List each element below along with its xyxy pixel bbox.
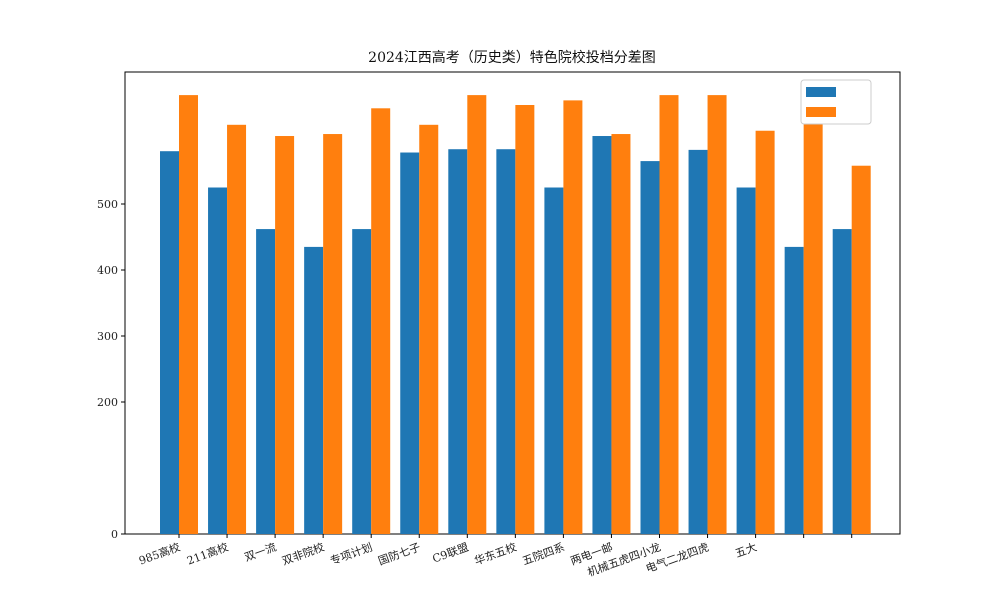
bar-series1-9 — [544, 187, 564, 534]
x-category-label: 专项计划 — [328, 540, 374, 568]
bar-series1-14 — [784, 246, 804, 534]
bar-series1-5 — [352, 229, 372, 534]
bar-series2-8 — [515, 105, 535, 534]
bar-series2-6 — [419, 124, 439, 535]
x-category-label: 双一流 — [242, 540, 278, 564]
bar-series1-3 — [256, 229, 276, 534]
bar-series2-3 — [275, 136, 295, 534]
y-tick-label: 500 — [97, 198, 118, 211]
legend — [800, 79, 872, 125]
bar-series2-14 — [803, 95, 823, 534]
x-category-label: C9联盟 — [431, 541, 471, 566]
bar-series1-7 — [448, 149, 468, 534]
bar-series2-9 — [563, 100, 583, 534]
bar-series2-12 — [707, 95, 727, 534]
chart-title: 2024江西高考（历史类）特色院校投档分差图 — [368, 49, 656, 66]
bar-series2-7 — [467, 95, 487, 534]
bar-series2-1 — [179, 95, 198, 534]
bar-series2-13 — [755, 130, 775, 535]
x-category-label: 双非院校 — [280, 540, 326, 568]
y-axis: 0 200 300 400 500 — [97, 198, 125, 541]
x-axis: 985高校 211高校 双一流 双非院校 专项计划 国防七子 C9联盟 华东五校 五院四系 两电一… — [137, 534, 853, 579]
legend-box — [800, 79, 872, 125]
x-category-label: 五大 — [733, 540, 758, 561]
legend-swatch-series1 — [806, 87, 836, 97]
bar-series1-15 — [832, 229, 852, 534]
legend-swatch-series2 — [806, 107, 836, 117]
bar-series2-5 — [371, 108, 391, 535]
bar-series2-10 — [611, 134, 631, 535]
bar-series1-8 — [496, 149, 516, 534]
y-tick-label: 300 — [97, 330, 118, 343]
bar-series2-15 — [851, 165, 871, 534]
bar-series1-10 — [592, 136, 612, 534]
x-category-label: 华东五校 — [472, 540, 518, 568]
y-tick-label: 0 — [111, 528, 118, 541]
bar-series1-11 — [640, 161, 660, 534]
y-tick-label: 400 — [97, 264, 118, 277]
bar-series1-4 — [304, 246, 324, 534]
x-category-label: 五院四系 — [520, 540, 566, 568]
bar-series2-11 — [659, 95, 679, 534]
bar-series1-6 — [400, 152, 420, 534]
x-category-label: 211高校 — [185, 540, 230, 568]
bar-series1-13 — [736, 187, 756, 534]
x-category-label: 国防七子 — [376, 540, 422, 568]
bar-series1-12 — [688, 149, 708, 534]
x-category-label: 985高校 — [137, 540, 182, 568]
bars-group — [160, 95, 871, 535]
bar-series1-1 — [160, 151, 179, 534]
y-tick-label: 200 — [97, 396, 118, 409]
bar-series1-2 — [208, 187, 228, 534]
bar-series2-4 — [323, 134, 343, 535]
bar-series2-2 — [227, 124, 247, 535]
